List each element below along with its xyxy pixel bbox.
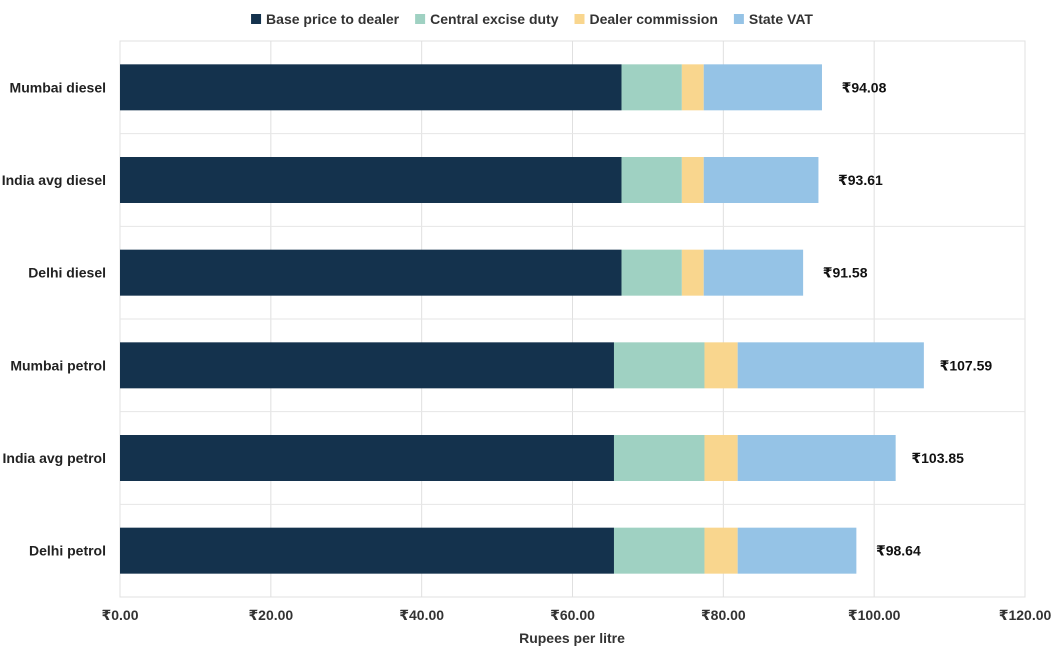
total-label: ₹103.85: [911, 450, 964, 466]
total-label: ₹107.59: [940, 357, 993, 373]
total-label: ₹93.61: [838, 172, 883, 188]
x-tick-label: ₹0.00: [102, 607, 139, 623]
bar-segment-dealer-commission-india-avg-diesel: [681, 157, 704, 203]
x-axis-ticks: ₹0.00 ₹20.00 ₹40.00 ₹60.00 ₹80.00 ₹100.00 ₹120…: [102, 607, 1052, 623]
legend-label-central-excise-duty: Central excise duty: [430, 11, 559, 27]
legend: Base price to dealer Central excise duty D…: [251, 11, 813, 27]
bar-segment-central-excise-duty-mumbai-petrol: [613, 342, 705, 389]
bar-segment-base-price-to-dealer-mumbai-diesel: [120, 64, 622, 111]
bar-segment-base-price-to-dealer-delhi-petrol: [120, 527, 614, 574]
bar-segment-base-price-to-dealer-india-avg-diesel: [120, 157, 622, 203]
legend-label-dealer-commission: Dealer commission: [590, 11, 718, 27]
bar-segment-state-vat-mumbai-diesel: [703, 64, 822, 111]
bar-segment-central-excise-duty-india-avg-petrol: [613, 435, 705, 481]
bar-segment-dealer-commission-delhi-petrol: [704, 527, 738, 574]
bar-segment-central-excise-duty-mumbai-diesel: [621, 64, 682, 111]
bar-segment-dealer-commission-india-avg-petrol: [704, 435, 738, 481]
bar-segment-state-vat-india-avg-petrol: [737, 435, 896, 481]
bar-segment-state-vat-delhi-diesel: [703, 249, 804, 296]
x-tick-label: ₹60.00: [550, 607, 595, 623]
category-label: Delhi diesel: [28, 265, 106, 281]
total-label: ₹98.64: [876, 543, 921, 559]
bar-segment-central-excise-duty-delhi-diesel: [621, 249, 682, 296]
legend-label-state-vat: State VAT: [749, 11, 813, 27]
bar-segment-central-excise-duty-delhi-petrol: [613, 527, 705, 574]
bar-segment-state-vat-india-avg-diesel: [703, 157, 819, 203]
legend-swatch-base-price-to-dealer: [251, 14, 262, 24]
total-labels: ₹94.08 ₹93.61 ₹91.58 ₹107.59 ₹103.85 ₹98.64: [823, 79, 993, 558]
category-label: Mumbai petrol: [10, 357, 106, 373]
bar-segment-dealer-commission-mumbai-petrol: [704, 342, 738, 389]
category-label: Mumbai diesel: [10, 79, 106, 95]
legend-swatch-dealer-commission: [574, 14, 585, 24]
x-tick-label: ₹100.00: [848, 607, 901, 623]
bar-segment-dealer-commission-mumbai-diesel: [681, 64, 704, 111]
bar-segment-central-excise-duty-india-avg-diesel: [621, 157, 682, 203]
total-label: ₹94.08: [842, 79, 887, 95]
category-labels: Mumbai diesel India avg diesel Delhi diese…: [2, 79, 106, 558]
category-label: India avg petrol: [3, 450, 106, 466]
bars: [120, 64, 924, 574]
bar-segment-state-vat-delhi-petrol: [737, 527, 857, 574]
category-label: India avg diesel: [2, 172, 106, 188]
bar-segment-dealer-commission-delhi-diesel: [681, 249, 704, 296]
bar-segment-state-vat-mumbai-petrol: [737, 342, 924, 389]
x-tick-label: ₹40.00: [399, 607, 444, 623]
bar-segment-base-price-to-dealer-mumbai-petrol: [120, 342, 614, 389]
x-tick-label: ₹120.00: [999, 607, 1052, 623]
total-label: ₹91.58: [823, 265, 868, 281]
legend-swatch-state-vat: [733, 14, 744, 24]
bar-segment-base-price-to-dealer-india-avg-petrol: [120, 435, 614, 481]
bar-segment-base-price-to-dealer-delhi-diesel: [120, 249, 622, 296]
x-axis-title: Rupees per litre: [519, 630, 625, 646]
row-separators: [120, 133, 1025, 505]
category-label: Delhi petrol: [29, 543, 106, 559]
x-tick-label: ₹80.00: [701, 607, 746, 623]
legend-label-base-price-to-dealer: Base price to dealer: [266, 11, 400, 27]
legend-swatch-central-excise-duty: [415, 14, 426, 24]
x-tick-label: ₹20.00: [248, 607, 293, 623]
